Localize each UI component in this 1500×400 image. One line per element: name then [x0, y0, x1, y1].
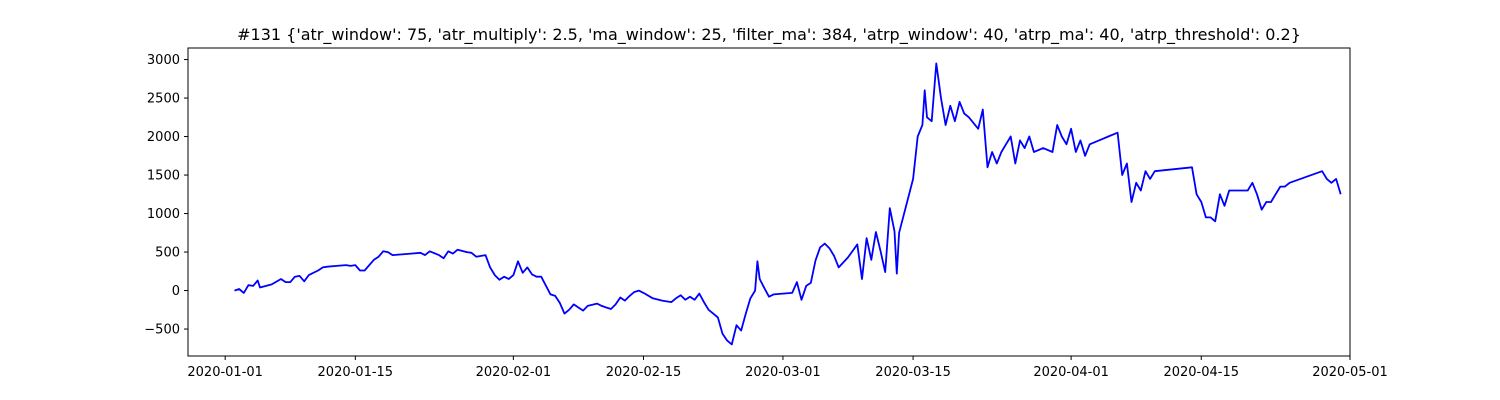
x-tick-label: 2020-01-15 — [318, 365, 394, 380]
y-tick-label: 0 — [172, 284, 180, 299]
chart-title: #131 {'atr_window': 75, 'atr_multiply': … — [237, 25, 1301, 45]
y-tick-label: 3000 — [147, 53, 180, 68]
x-tick-label: 2020-01-01 — [187, 365, 263, 380]
x-tick-label: 2020-02-01 — [476, 365, 552, 380]
y-axis: −500 0 500 1000 1500 2000 2500 3000 — [144, 53, 188, 338]
plot-area — [187, 47, 1351, 357]
y-tick-label: 2500 — [147, 92, 180, 107]
y-tick-label: 500 — [155, 246, 180, 261]
y-tick-label: 1000 — [147, 207, 180, 222]
x-tick-label: 2020-03-15 — [875, 365, 951, 380]
x-tick-label: 2020-02-15 — [606, 365, 682, 380]
y-tick-label: −500 — [144, 323, 180, 338]
y-tick-label: 2000 — [147, 130, 180, 145]
x-tick-label: 2020-05-01 — [1312, 365, 1388, 380]
series-line — [234, 62, 1342, 346]
y-tick-label: 1500 — [147, 169, 180, 184]
x-tick-label: 2020-04-01 — [1033, 365, 1109, 380]
x-axis: 2020-01-01 2020-01-15 2020-02-01 2020-02-15… — [187, 356, 1388, 380]
x-tick-label: 2020-04-15 — [1163, 365, 1239, 380]
series-layer — [234, 62, 1342, 346]
x-tick-label: 2020-03-01 — [745, 365, 821, 380]
